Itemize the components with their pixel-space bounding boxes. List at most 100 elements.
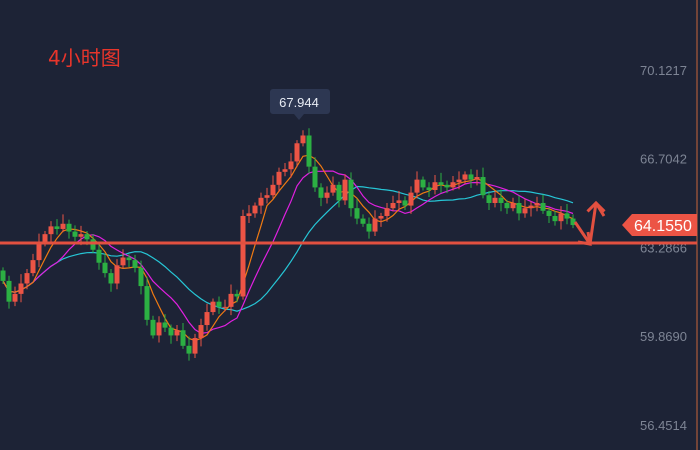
candle [240,209,246,300]
candle [546,207,552,223]
candle-body [252,205,258,214]
candle-body [510,202,516,209]
candle [66,219,72,239]
candle [366,217,372,239]
candle-body [144,286,150,320]
high-marker-tooltip [270,89,330,120]
arrow-head-icon [586,200,606,213]
candle [438,172,444,194]
candle [258,192,264,214]
candle-body [480,177,486,196]
candle-body [408,192,414,206]
candle [282,163,288,177]
candle [60,214,66,233]
candle-body [300,135,306,144]
candle-body [306,135,312,167]
ma-slow-line [2,185,574,312]
candle-body [516,202,522,214]
candle [342,174,348,205]
candle-body [570,218,576,226]
candle [540,194,546,214]
candle [480,167,486,199]
candle [6,275,12,309]
candle [102,253,108,278]
candle-body [90,239,96,250]
candle-body [6,280,12,302]
candle [516,195,522,221]
candle [132,254,138,273]
candle-body [102,262,108,274]
candle [288,153,294,178]
candle [456,171,462,190]
candle [522,198,528,218]
candle [186,336,192,361]
candle-body [162,322,168,328]
candle-body [504,202,510,209]
candle [462,171,468,185]
candle [564,204,570,225]
candle-body [24,273,30,284]
candle-body [216,301,222,307]
candle-body [372,218,378,232]
candle-body [198,325,204,339]
candle [216,296,222,314]
candle [264,187,270,204]
candle-body [210,301,216,313]
candle-body [384,208,390,216]
candle-body [54,226,60,229]
candle [150,315,156,339]
candle-body [324,192,330,198]
candle [372,210,378,236]
candle-body [450,182,456,188]
candle-body [192,338,198,354]
candle-body [42,234,48,242]
candle [180,322,186,349]
candle [48,221,54,243]
candle-body [96,249,102,263]
arrow-head-icon [577,231,592,246]
candle [492,191,498,208]
candle-body [426,187,432,191]
y-tick-label: 56.4514 [640,418,687,433]
candle [384,202,390,222]
candle [420,176,426,191]
candle [318,183,324,207]
candle-body [60,223,66,229]
candle-body [240,215,246,297]
candle [570,214,576,229]
candle-body [348,179,354,209]
candle [162,314,168,333]
candle-body [156,322,162,336]
candle [552,210,558,226]
candle [270,175,276,199]
candle-body [108,273,114,284]
candle-body [270,184,276,196]
candle-body [48,226,54,235]
candle-body [498,197,504,203]
candle [54,219,60,235]
current-price-label: 64.1550 [634,218,692,235]
candle [30,253,36,277]
candle [210,298,216,316]
candle [504,199,510,214]
candle-body [402,200,408,206]
candle-body [138,267,144,287]
candle-body [330,184,336,193]
candle-body [342,179,348,201]
candle-body [0,270,6,281]
candle-body [72,231,78,237]
candle [558,206,564,230]
candle-body [552,215,558,222]
candle-body [528,205,534,209]
candle [306,128,312,174]
high-marker-label: 67.944 [279,95,319,110]
candle [294,140,300,168]
candle-body [474,177,480,180]
candle-body [378,215,384,219]
candle-body [114,265,120,284]
chart-title: 4小时图 [48,46,121,70]
candle-body [168,327,174,336]
candle [72,225,78,242]
